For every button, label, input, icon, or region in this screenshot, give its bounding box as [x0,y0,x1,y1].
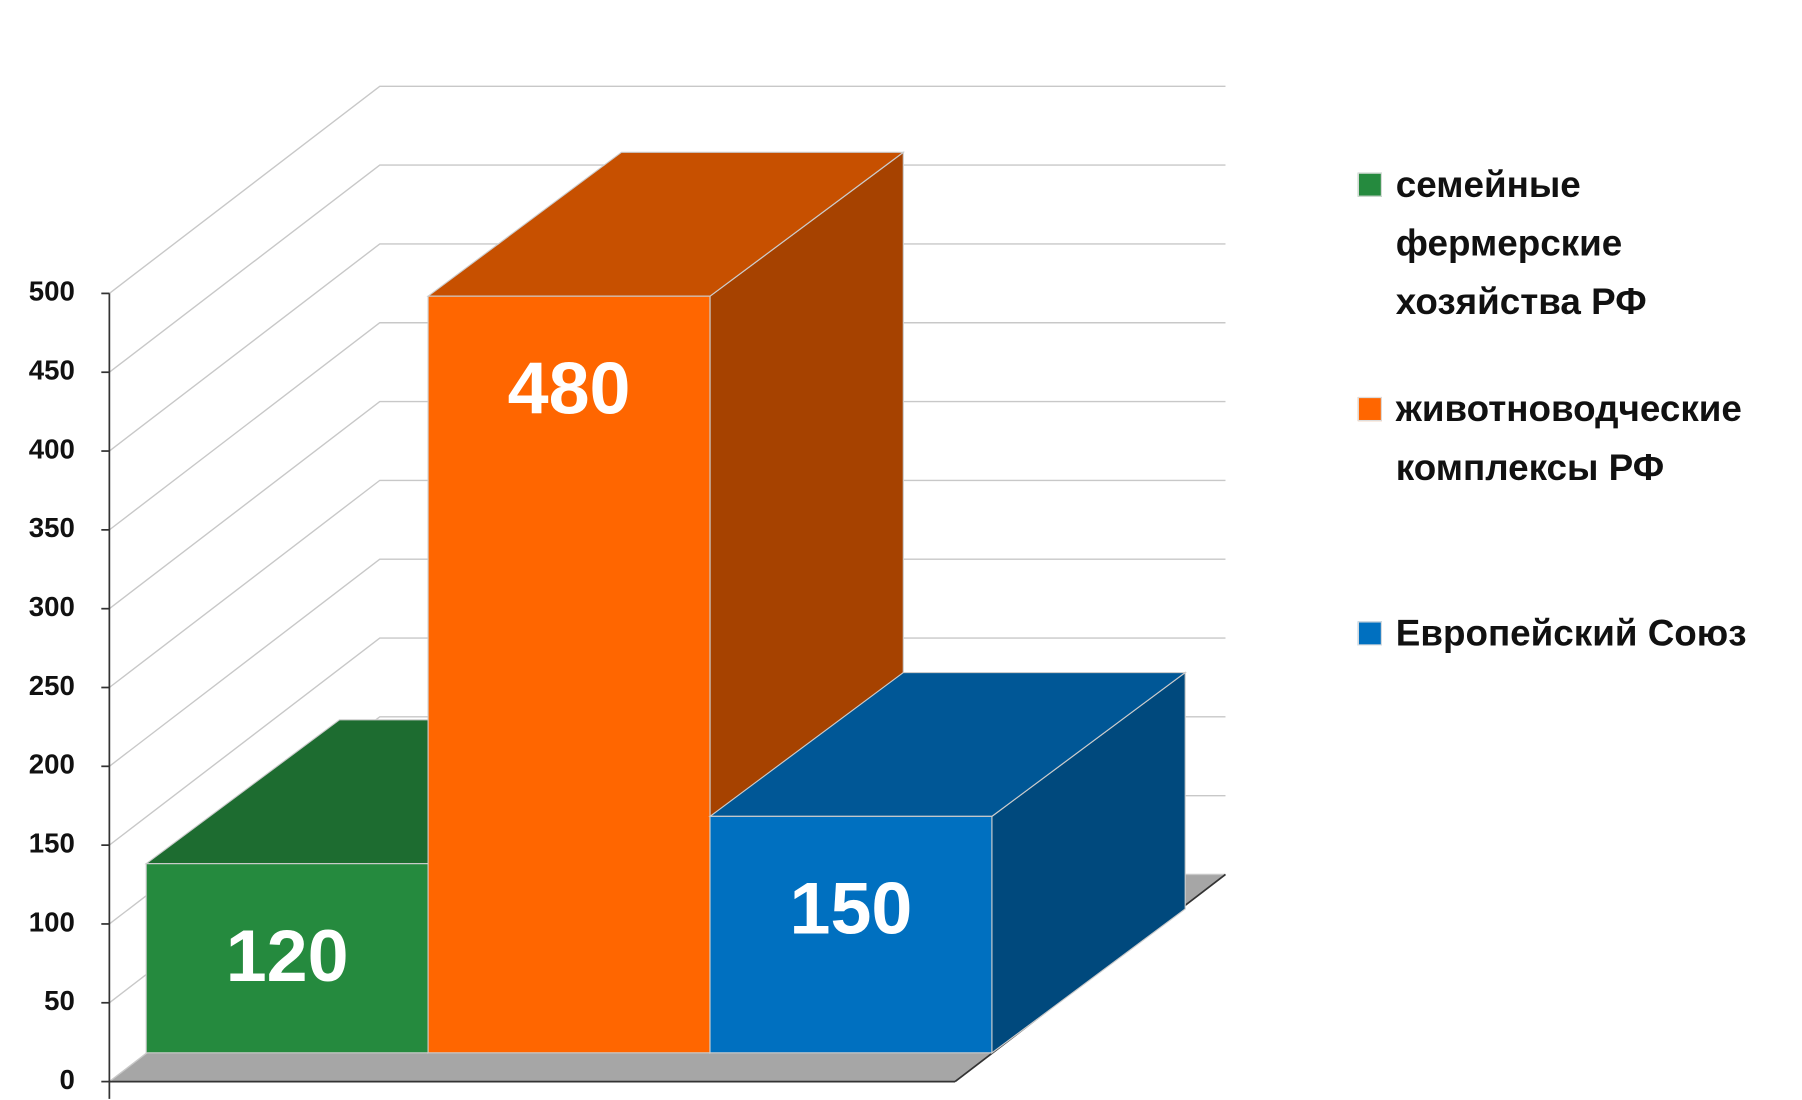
grid-line [108,85,1226,294]
y-tick-label: 100 [29,906,75,937]
legend-swatch [1357,396,1382,422]
bar-front [145,863,429,1054]
legend-label: животноводческие комплексы РФ [1395,387,1742,488]
legend-label: семейные фермерские хозяйства РФ [1395,163,1647,323]
grid-line [108,164,1226,373]
value-label: 120 [226,914,349,997]
y-tick-label: 150 [29,827,75,858]
y-tick-label: 350 [29,512,75,543]
legend-swatch [1357,621,1382,646]
y-tick-label: 450 [29,355,75,386]
grid-line [108,243,1226,452]
grid-line [108,558,1226,767]
legend: семейные фермерские хозяйства РФ животнов… [1346,155,1798,663]
bar-front [427,295,711,1054]
grid-line [108,400,1226,610]
grid-line [108,479,1226,689]
grid-line [108,637,1226,846]
legend-swatch [1357,172,1382,197]
legend-entry: животноводческие комплексы РФ [1346,380,1798,497]
y-tick-label: 500 [29,276,75,307]
value-label: 150 [790,867,913,950]
y-tick-label: 200 [29,749,75,780]
y-tick-label: 300 [29,591,75,622]
bar-front [709,815,993,1054]
grid-line [108,322,1226,531]
value-label: 480 [508,346,631,429]
y-tick-label: 0 [59,1064,74,1095]
y-tick-label: 400 [29,433,75,464]
legend-entry: семейные фермерские хозяйства РФ [1346,155,1798,331]
legend-entry: Европейский Союз [1346,604,1798,663]
legend-label: Европейский Союз [1395,612,1747,654]
y-tick-label: 50 [44,985,75,1016]
bar: 150 [708,671,1187,1054]
y-tick-label: 250 [29,670,75,701]
